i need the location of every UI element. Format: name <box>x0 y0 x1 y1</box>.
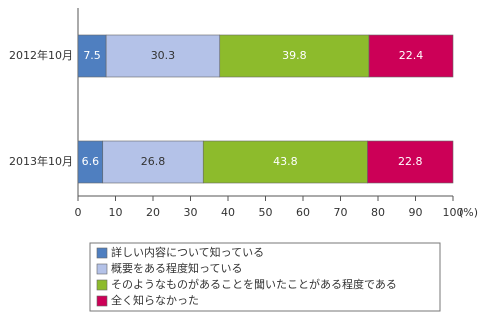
data-label: 6.6 <box>82 155 100 168</box>
data-label: 30.3 <box>151 49 176 62</box>
legend-swatch <box>96 247 108 259</box>
bar-segment <box>105 34 221 78</box>
legend-swatch <box>96 295 108 307</box>
legend-swatch <box>96 279 108 291</box>
data-label: 22.4 <box>399 49 424 62</box>
x-tick-label: 30 <box>184 206 198 219</box>
y-tick-label: 2012年10月 <box>9 48 73 62</box>
x-tick-label: 70 <box>334 206 348 219</box>
x-tick-label: 80 <box>371 206 385 219</box>
x-tick-label: 100 <box>443 206 464 219</box>
x-tick-label: 20 <box>146 206 160 219</box>
data-label: 39.8 <box>282 49 307 62</box>
x-axis-label: (%) <box>459 206 478 219</box>
x-tick-label: 10 <box>109 206 123 219</box>
bar-segment <box>77 140 104 184</box>
bar-segment <box>219 34 370 78</box>
x-tick-label: 0 <box>75 206 82 219</box>
legend-label: 概要をある程度知っている <box>111 261 242 275</box>
bar-segment <box>102 140 204 184</box>
legend-box <box>89 242 441 312</box>
data-label: 26.8 <box>141 155 166 168</box>
legend-label: 詳しい内容について知っている <box>111 245 264 259</box>
data-label: 43.8 <box>273 155 298 168</box>
bar-segment <box>368 34 454 78</box>
x-tick-label: 50 <box>259 206 273 219</box>
y-tick-label: 2013年10月 <box>9 154 73 168</box>
data-label: 22.8 <box>398 155 423 168</box>
legend-label: そのようなものがあることを聞いたことがある程度である <box>111 277 397 291</box>
bar-segment <box>77 34 107 78</box>
legend-swatch <box>96 263 108 275</box>
x-tick-label: 90 <box>409 206 423 219</box>
bar-segment <box>367 140 454 184</box>
legend-label: 全く知らなかった <box>111 293 199 307</box>
bar-segment <box>202 140 368 184</box>
x-tick-label: 40 <box>221 206 235 219</box>
x-tick-label: 60 <box>296 206 310 219</box>
data-label: 7.5 <box>83 49 101 62</box>
